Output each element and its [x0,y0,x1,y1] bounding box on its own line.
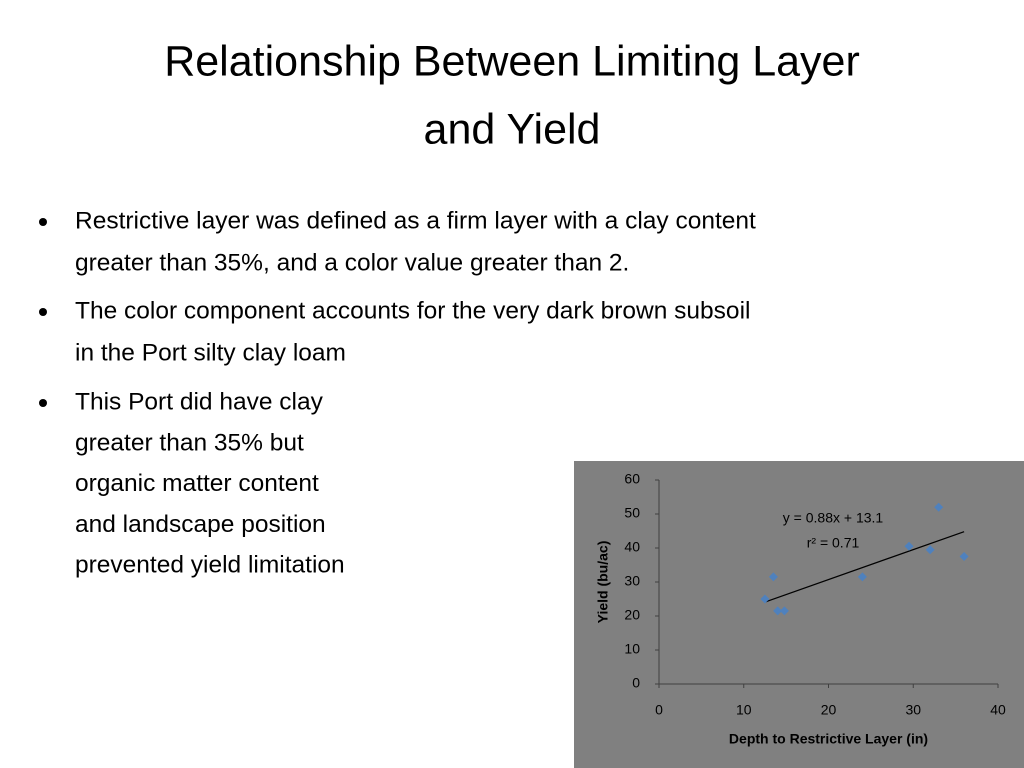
x-tick-label: 30 [905,702,921,718]
scatter-point [857,572,867,582]
y-tick-label: 60 [624,471,640,487]
bullet-text: and landscape position [75,511,326,538]
bullet-text: Restrictive layer was defined as a firm … [75,207,756,234]
x-axis-label: Depth to Restrictive Layer (in) [729,731,928,747]
trendline-annotation: r² = 0.71 [807,535,860,551]
scatter-point [779,606,789,616]
y-tick-label: 30 [624,573,640,589]
scatter-point [773,606,783,616]
y-tick-label: 20 [624,607,640,623]
bullet-text: greater than 35%, and a color value grea… [75,249,629,276]
bullet-text: greater than 35% but [75,429,304,456]
scatter-point [925,545,935,555]
bullet-text: in the Port silty clay loam [75,339,346,366]
bullet-text: The color component accounts for the ver… [75,297,750,324]
scatter-point [768,572,778,582]
bullet-text: organic matter content [75,470,319,497]
y-tick-label: 10 [624,641,640,657]
x-tick-label: 10 [736,702,752,718]
chart: 0 10 20 30 40 50 60 0 10 20 30 40 Depth to Restricti… [595,471,1006,747]
bullet-text: prevented yield limitation [75,552,345,579]
y-tick-label: 0 [632,675,640,691]
y-tick-label: 50 [624,505,640,521]
y-axis-label: Yield (bu/ac) [595,541,611,624]
scatter-point [760,594,770,604]
x-tick-label: 40 [990,702,1006,718]
y-tick-label: 40 [624,539,640,555]
scatter-point [934,502,944,512]
trendline-annotation: y = 0.88x + 13.1 [783,510,884,526]
scatter-point [959,552,969,561]
bullet-list: Restrictive layer was defined as a firm … [39,207,756,579]
trendline [764,531,965,603]
bullet-dot [39,308,47,316]
x-tick-label: 0 [655,702,663,718]
bullet-dot [39,218,47,226]
chart-background [574,461,1024,768]
title-line: Relationship Between Limiting Layer [164,37,860,85]
bullet-dot [39,399,47,407]
title-line: and Yield [424,105,601,153]
x-tick-label: 20 [821,702,837,718]
scatter-point [904,541,914,551]
bullet-text: This Port did have clay [75,388,324,415]
